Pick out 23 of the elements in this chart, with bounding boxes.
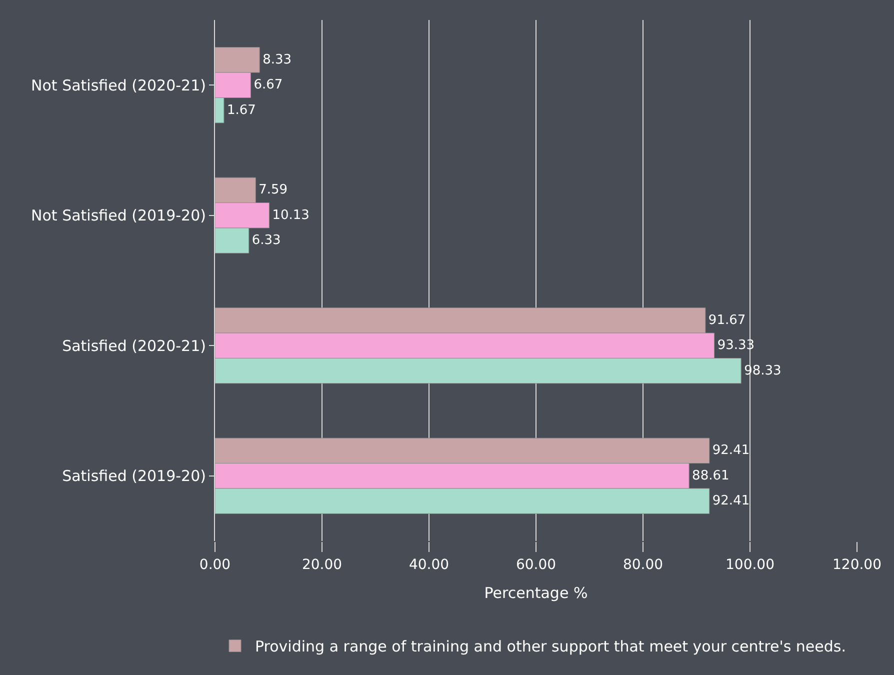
data-label: 92.41 — [712, 443, 750, 458]
x-axis-title: Percentage % — [484, 584, 588, 602]
x-tick-label: 0.00 — [199, 556, 231, 573]
data-label: 8.33 — [262, 52, 292, 68]
x-tick-label: 60.00 — [516, 556, 556, 573]
data-label: 91.67 — [708, 312, 746, 328]
data-label: 88.61 — [692, 468, 730, 484]
data-label: 6.33 — [252, 233, 281, 248]
x-tick-label: 120.00 — [832, 556, 882, 573]
data-label: 92.41 — [712, 494, 750, 509]
x-tick-label: 80.00 — [622, 556, 664, 573]
legend-label: Providing a range of training and other support that meet your centre's needs. — [255, 638, 846, 656]
x-tick-label: 40.00 — [408, 556, 450, 573]
data-label: 6.67 — [254, 78, 283, 93]
y-tick-label: Satisfied (2020-21) — [62, 336, 206, 355]
data-label: 10.13 — [272, 208, 310, 223]
data-label: 7.59 — [258, 182, 288, 198]
x-tick-label: 100.00 — [726, 556, 774, 573]
y-tick-label: Not Satisfied (2019-20) — [31, 206, 206, 225]
y-tick-label: Satisfied (2019-20) — [62, 467, 206, 486]
y-tick-label: Not Satisfied (2020-21) — [31, 76, 206, 94]
data-label: 1.67 — [226, 102, 256, 118]
x-tick-label: 20.00 — [302, 556, 342, 573]
